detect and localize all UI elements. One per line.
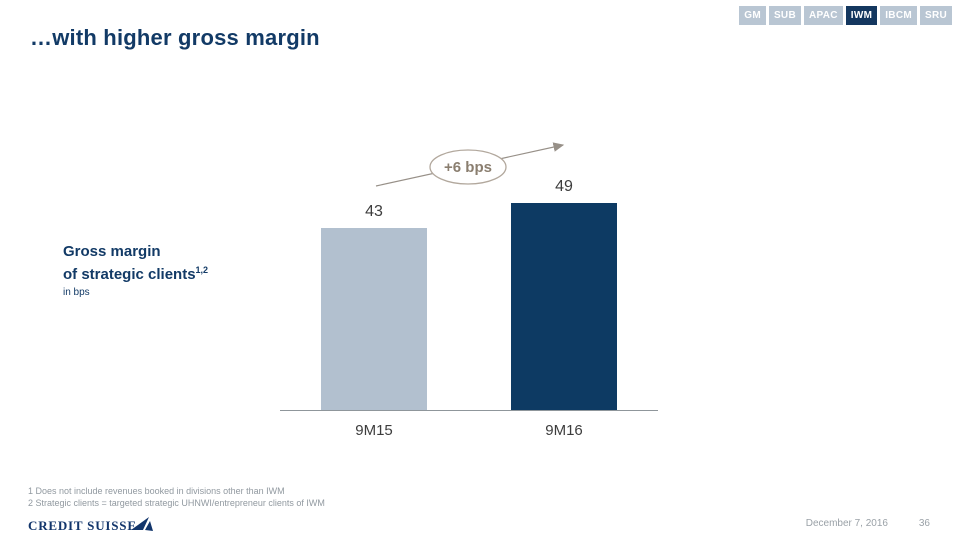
annotation-label: +6 bps — [444, 159, 492, 176]
trend-arrow-annotation: +6 bps — [375, 142, 565, 187]
chart-title-line2: of strategic clients1,2 — [63, 265, 209, 283]
bar-9m16 — [511, 203, 617, 410]
bar-9m15 — [321, 228, 427, 410]
chart-title-line1: Gross margin — [63, 243, 161, 260]
chart-unit-label: in bps — [63, 287, 90, 298]
page-number: 36 — [918, 518, 930, 529]
bar-value-9m15: 43 — [365, 203, 383, 220]
bar-group-9m15: 43 — [321, 203, 427, 410]
x-axis-line — [280, 410, 658, 411]
company-logo-text: CREDIT SUISSE — [28, 518, 137, 533]
tab-ibcm[interactable]: IBCM — [880, 6, 917, 25]
tab-apac[interactable]: APAC — [803, 6, 843, 25]
footnotes: 1 Does not include revenues booked in di… — [28, 485, 325, 509]
bar-value-9m16: 49 — [555, 178, 573, 195]
company-logo: CREDIT SUISSE — [28, 517, 154, 535]
credit-suisse-sail-icon — [130, 517, 153, 531]
tab-sru[interactable]: SRU — [919, 6, 952, 25]
bar-group-9m16: 49 — [511, 178, 617, 410]
tab-iwm[interactable]: IWM — [845, 6, 878, 25]
chart-title-block: Gross margin of strategic clients1,2 in … — [63, 243, 208, 298]
footnote-2: 2 Strategic clients = targeted strategic… — [28, 498, 325, 508]
footnote-1: 1 Does not include revenues booked in di… — [28, 486, 285, 496]
annotation-oval — [429, 149, 507, 185]
section-tabs: GM SUB APAC IWM IBCM SRU — [739, 6, 952, 25]
page-title: …with higher gross margin — [30, 25, 320, 50]
tab-gm[interactable]: GM — [739, 6, 766, 25]
category-label-9m16: 9M16 — [545, 422, 583, 439]
tab-sub[interactable]: SUB — [768, 6, 801, 25]
footnote-marker: 1,2 — [195, 265, 209, 275]
slide-date: December 7, 2016 — [805, 518, 888, 529]
bar-chart: 43 9M15 49 9M16 — [280, 130, 658, 442]
category-label-9m15: 9M15 — [355, 422, 393, 439]
